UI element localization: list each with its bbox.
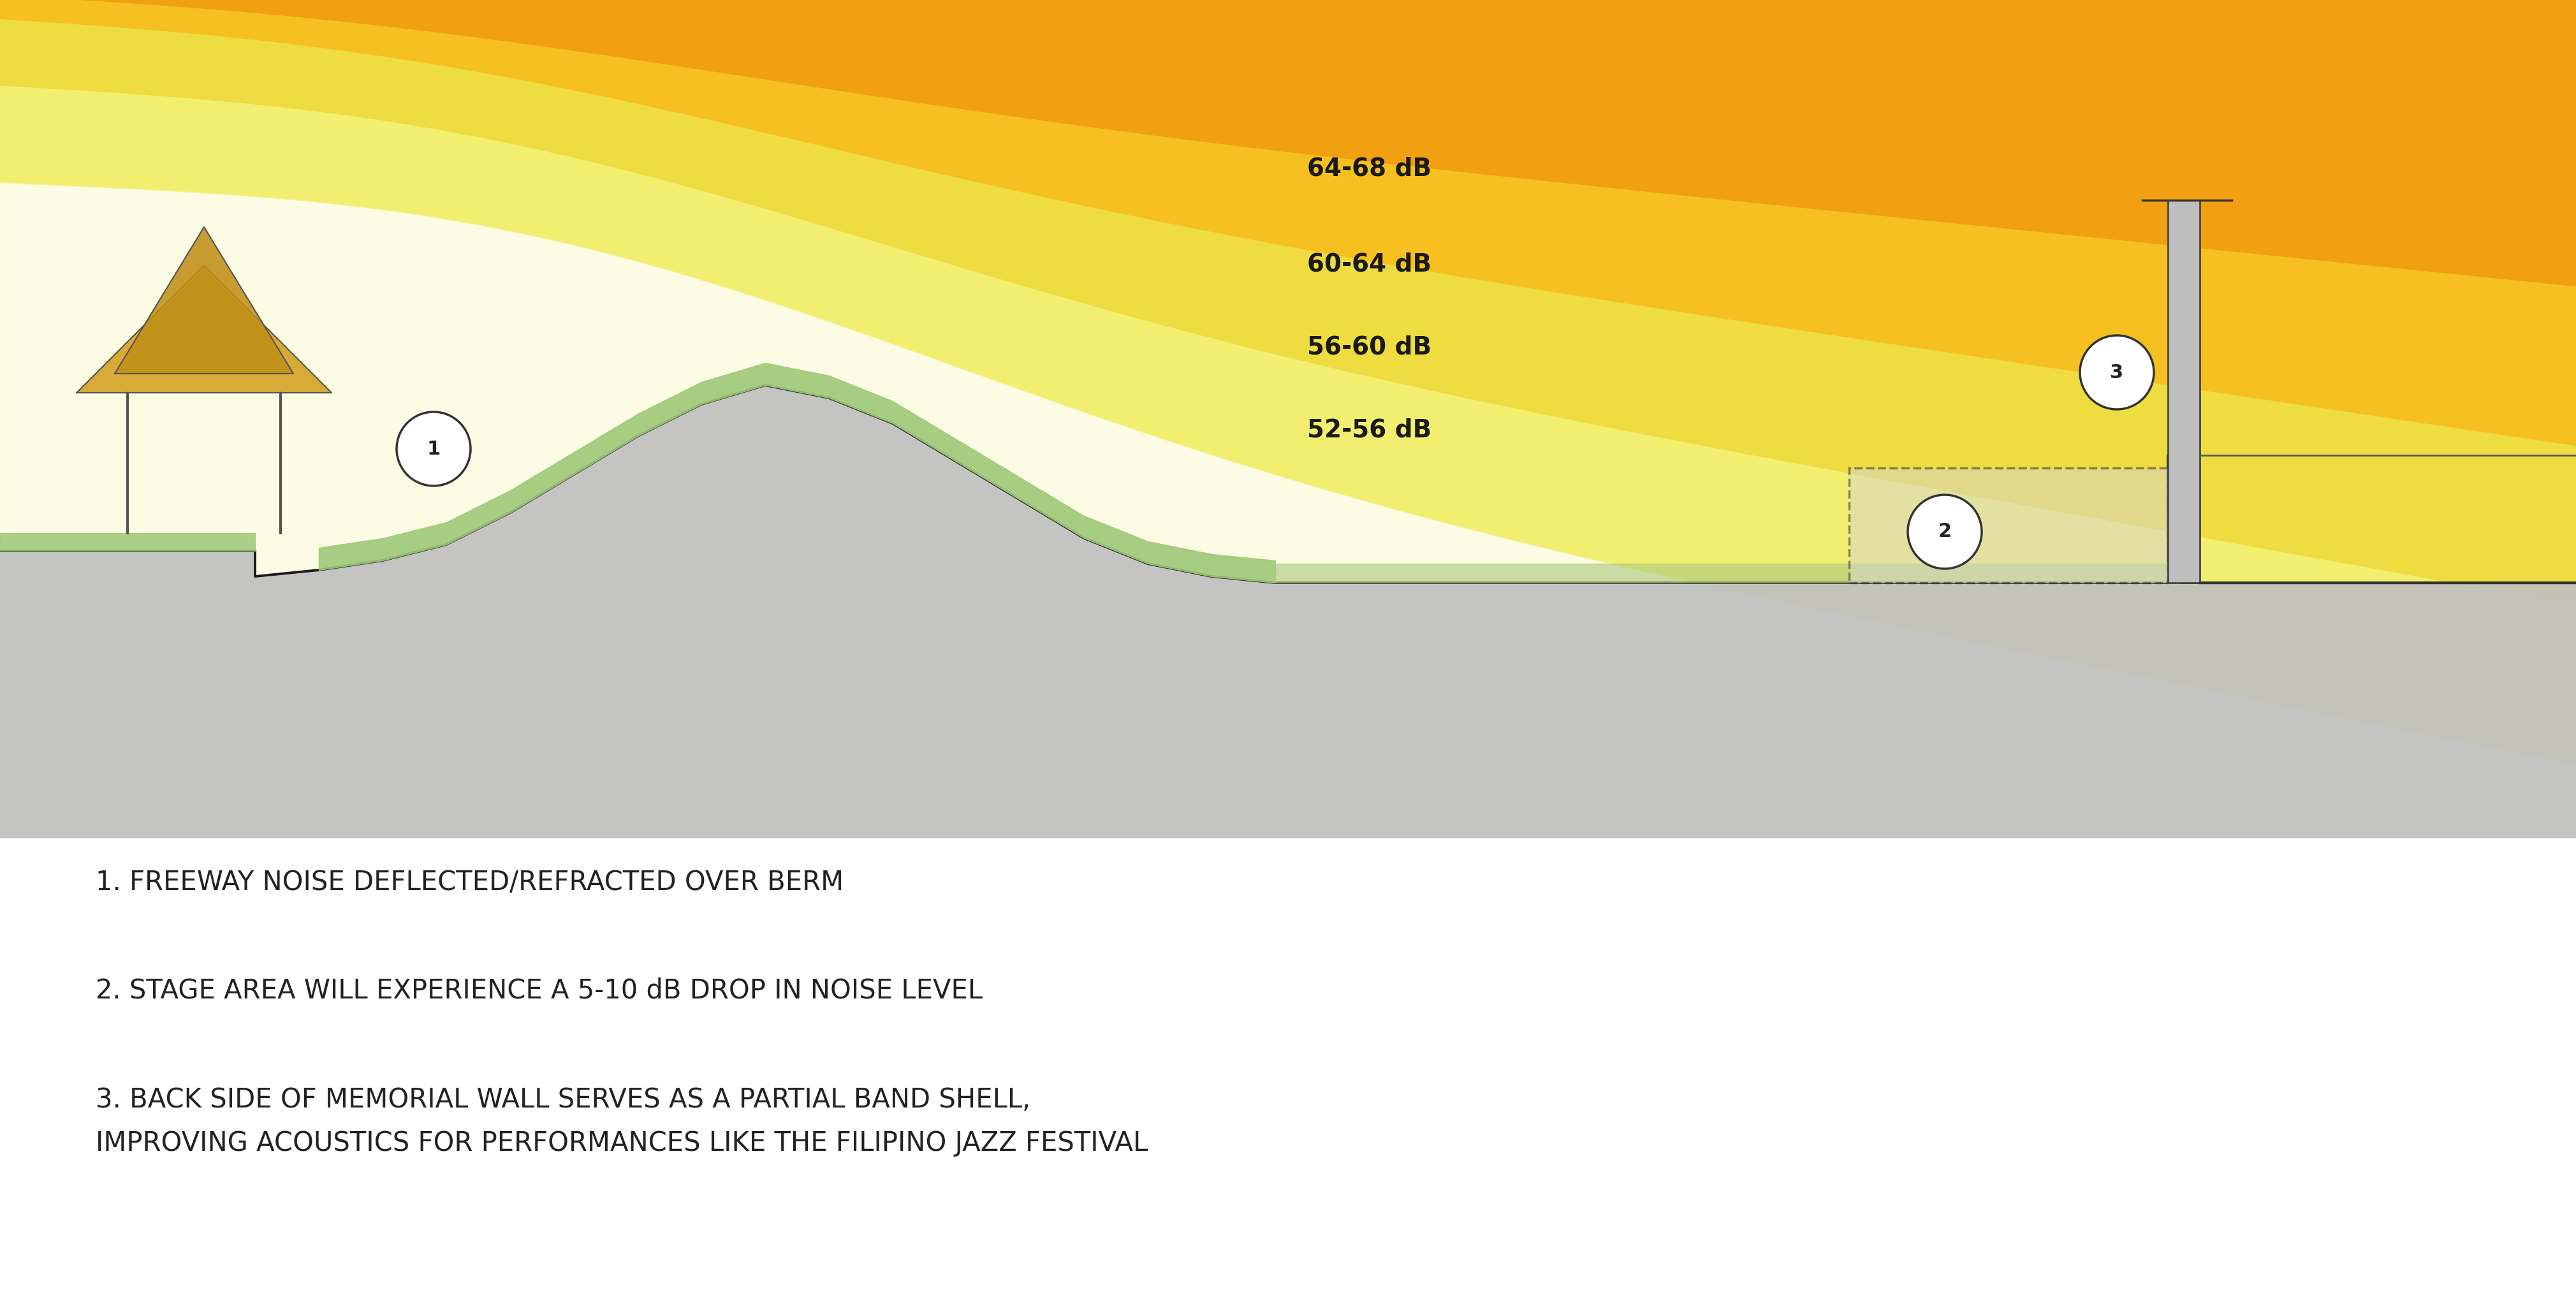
Polygon shape: [77, 266, 332, 392]
Text: 3. BACK SIDE OF MEMORIAL WALL SERVES AS A PARTIAL BAND SHELL,
IMPROVING ACOUSTIC: 3. BACK SIDE OF MEMORIAL WALL SERVES AS …: [95, 1087, 1149, 1157]
Circle shape: [397, 412, 471, 486]
Bar: [2169, 200, 2200, 583]
Text: 3: 3: [2110, 363, 2123, 382]
Text: 60-64 dB: 60-64 dB: [1306, 251, 1432, 276]
Text: 2: 2: [1937, 522, 1953, 541]
Text: 56-60 dB: 56-60 dB: [1306, 334, 1432, 359]
Text: 1: 1: [428, 440, 440, 458]
FancyBboxPatch shape: [1850, 468, 2169, 583]
Text: 52-56 dB: 52-56 dB: [1306, 417, 1432, 442]
Text: 1. FREEWAY NOISE DEFLECTED/REFRACTED OVER BERM: 1. FREEWAY NOISE DEFLECTED/REFRACTED OVE…: [95, 869, 845, 896]
Polygon shape: [0, 386, 2576, 838]
Circle shape: [1909, 495, 1981, 569]
Text: 2. STAGE AREA WILL EXPERIENCE A 5-10 dB DROP IN NOISE LEVEL: 2. STAGE AREA WILL EXPERIENCE A 5-10 dB …: [95, 978, 981, 1004]
Circle shape: [2079, 336, 2154, 409]
Text: 64-68 dB: 64-68 dB: [1306, 157, 1432, 180]
Polygon shape: [116, 226, 294, 374]
